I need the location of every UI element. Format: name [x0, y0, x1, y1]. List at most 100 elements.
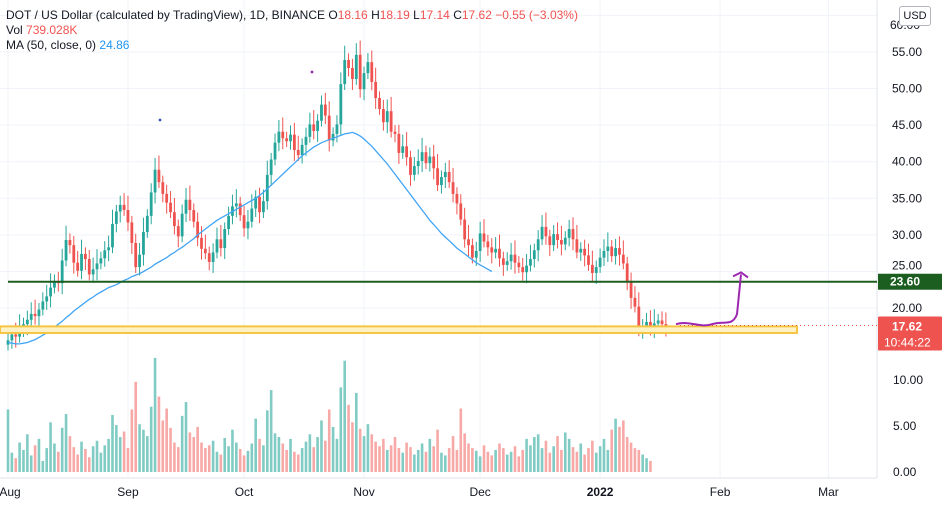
candle-body — [308, 124, 312, 137]
price-tick-label: 35.00 — [892, 191, 922, 205]
candle-body — [192, 210, 196, 222]
candle-body — [544, 226, 548, 237]
candle-body — [250, 208, 254, 222]
candle-body — [149, 192, 153, 216]
candle-body — [447, 171, 451, 183]
candle-body — [440, 177, 443, 186]
candle-body — [320, 104, 323, 121]
candle-body — [347, 59, 350, 69]
volume-bar — [471, 448, 474, 472]
candle-body — [203, 248, 207, 254]
volume-bar — [556, 436, 559, 472]
candle-body — [14, 334, 18, 337]
volume-bar — [235, 442, 238, 472]
candle-body — [575, 239, 579, 253]
volume-bar — [122, 431, 126, 472]
candle-body — [552, 234, 556, 246]
candle-body — [351, 68, 354, 79]
volume-bar — [126, 448, 130, 472]
volume-bar — [26, 434, 29, 472]
candle-body — [532, 250, 536, 260]
candle-body — [401, 146, 405, 153]
candle-body — [374, 81, 378, 99]
candle-body — [300, 144, 304, 156]
candle-body — [134, 242, 138, 268]
candle-body — [571, 229, 575, 240]
volume-bar — [591, 440, 594, 472]
candle-body — [509, 254, 513, 262]
candle-body — [33, 313, 37, 317]
candle-body — [443, 171, 447, 178]
volume-bar — [207, 445, 211, 472]
candle-body — [331, 133, 335, 141]
volume-bar — [111, 414, 114, 472]
candle-body — [354, 54, 358, 79]
candle-body — [629, 281, 633, 298]
legend-close-label: C — [453, 8, 462, 22]
volume-bar — [41, 460, 45, 472]
candle-body — [459, 203, 463, 220]
candle-body — [432, 156, 436, 169]
candle-body — [111, 223, 114, 248]
volume-bar — [308, 434, 312, 472]
candle-body — [138, 254, 141, 268]
volume-tick-label: 10.00 — [893, 373, 923, 387]
candle-body — [563, 237, 567, 245]
last-price-tag — [878, 316, 942, 351]
volume-bar — [533, 437, 536, 472]
volume-bar — [424, 451, 428, 472]
candle-body — [594, 267, 598, 273]
candle-body — [76, 262, 80, 271]
volume-bar — [343, 360, 346, 472]
volume-bar — [29, 455, 33, 472]
volume-bar — [629, 442, 633, 472]
candle-body — [610, 246, 614, 257]
chart-legend: DOT / US Dollar (calculated by TradingVi… — [6, 8, 578, 53]
candle-body — [649, 321, 652, 328]
volume-bar — [57, 451, 60, 472]
candle-body — [517, 262, 521, 268]
legend-high: 18.19 — [379, 8, 410, 22]
candle-body — [614, 248, 617, 257]
drawing-dot — [310, 70, 314, 74]
volume-bar — [211, 440, 215, 472]
legend-high-label: H — [371, 8, 380, 22]
volume-bar — [382, 438, 385, 472]
volume-bar — [293, 451, 296, 472]
candle-body — [405, 146, 409, 158]
currency-button[interactable]: USD — [899, 6, 931, 26]
volume-bar — [99, 452, 103, 472]
candle-body — [130, 222, 134, 243]
volume-bar — [45, 448, 48, 472]
candle-body — [273, 142, 277, 160]
time-axis-label: Dec — [469, 485, 490, 499]
volume-bar — [169, 427, 172, 472]
candle-body — [498, 248, 501, 259]
volume-bar — [467, 443, 470, 472]
candle-body — [416, 160, 420, 167]
time-axis-label: Oct — [235, 485, 254, 499]
volume-bar — [614, 418, 617, 472]
volume-bar — [320, 420, 323, 472]
candle-body — [556, 234, 559, 241]
volume-bar — [370, 434, 374, 472]
time-axis-label: Mar — [818, 485, 839, 499]
volume-bar — [134, 381, 138, 472]
candle-body — [602, 250, 606, 258]
volume-bar — [215, 451, 219, 472]
candle-body — [180, 213, 184, 237]
price-tick-label: 55.00 — [892, 45, 922, 59]
price-tick-label: 45.00 — [892, 118, 922, 132]
volume-bar — [196, 426, 199, 472]
volume-bar — [606, 449, 610, 472]
volume-bar — [641, 454, 644, 472]
candle-body — [525, 265, 528, 273]
volume-bar — [413, 454, 416, 472]
candle-body — [501, 258, 505, 265]
volume-bar — [304, 441, 308, 472]
volume-bar — [258, 438, 261, 472]
candle-body — [621, 254, 625, 264]
candle-body — [258, 196, 261, 213]
candle-body — [381, 109, 385, 123]
